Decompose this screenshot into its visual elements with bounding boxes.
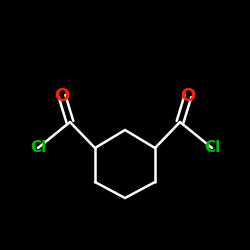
Text: O: O xyxy=(180,87,196,105)
Text: Cl: Cl xyxy=(30,140,46,156)
Text: Cl: Cl xyxy=(204,140,220,156)
Text: O: O xyxy=(54,87,70,105)
